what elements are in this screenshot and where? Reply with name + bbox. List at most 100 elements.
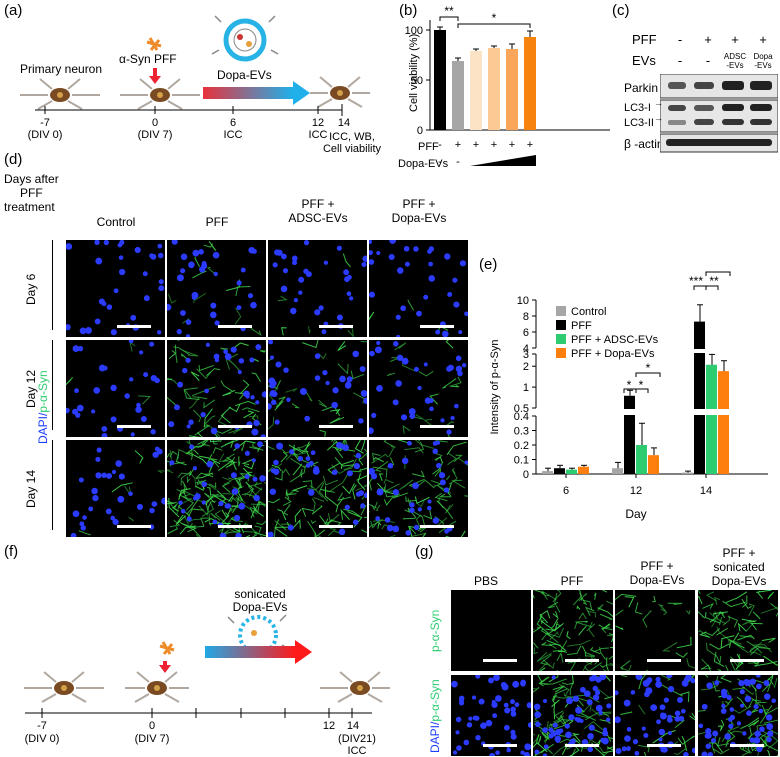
nucleus xyxy=(360,503,366,509)
green-fiber xyxy=(175,453,187,466)
nucleus xyxy=(268,531,274,537)
green-fiber xyxy=(271,464,282,472)
green-fiber xyxy=(352,484,357,500)
green-fiber xyxy=(254,525,262,533)
green-fiber xyxy=(203,408,213,428)
green-fiber xyxy=(548,623,562,634)
nucleus xyxy=(74,388,79,394)
nucleus xyxy=(663,697,669,703)
green-fiber xyxy=(356,475,367,481)
green-fiber xyxy=(763,708,769,715)
nucleus xyxy=(225,503,232,509)
nucleus xyxy=(644,691,650,698)
pff-row-label: PFF xyxy=(632,32,657,47)
nucleus xyxy=(551,675,556,680)
green-fiber xyxy=(183,389,200,401)
nucleus xyxy=(438,472,446,479)
nucleus xyxy=(110,416,117,423)
green-fiber xyxy=(192,396,208,400)
scale-bar xyxy=(483,744,517,747)
nucleus xyxy=(587,746,594,753)
nucleus xyxy=(117,242,123,248)
green-fiber xyxy=(190,371,200,381)
nucleus xyxy=(253,494,260,502)
green-fiber xyxy=(207,486,212,498)
green-fiber xyxy=(187,508,204,518)
green-fiber xyxy=(638,704,646,715)
nucleus xyxy=(93,387,101,394)
green-fiber xyxy=(773,677,778,689)
green-fiber xyxy=(748,603,755,616)
nucleus xyxy=(252,476,258,482)
green-fiber xyxy=(251,534,258,537)
panel-label-g: (g) xyxy=(415,543,434,560)
scale-bar xyxy=(483,659,517,662)
green-fiber xyxy=(423,510,433,520)
nucleus xyxy=(767,730,774,737)
nucleus xyxy=(763,693,771,700)
green-fiber xyxy=(416,500,425,508)
green-fiber xyxy=(178,480,188,497)
nucleus xyxy=(346,470,353,477)
nucleus xyxy=(111,469,117,475)
nucleus xyxy=(272,262,278,268)
green-fiber xyxy=(268,463,283,473)
y-axis-label: Intensity of p-α-Syn xyxy=(489,339,501,434)
green-fiber xyxy=(414,440,434,449)
nucleus xyxy=(344,276,350,283)
legend-label: Control xyxy=(571,306,606,318)
green-fiber xyxy=(645,669,649,671)
green-fiber xyxy=(620,660,631,671)
nucleus xyxy=(158,279,164,285)
nucleus xyxy=(105,508,112,515)
nucleus xyxy=(167,303,172,311)
green-fiber xyxy=(770,603,778,617)
sig-marker: *** xyxy=(689,274,703,288)
green-fiber xyxy=(718,617,723,626)
y-tick-label: 4 xyxy=(523,343,529,355)
nucleus xyxy=(658,737,663,742)
green-fiber xyxy=(605,662,613,666)
nucleus xyxy=(198,249,204,255)
nucleus xyxy=(353,519,359,525)
nucleus xyxy=(685,675,692,681)
micrograph-image xyxy=(167,240,262,337)
green-fiber xyxy=(700,658,712,670)
nucleus xyxy=(514,702,520,708)
green-fiber xyxy=(449,470,458,485)
nucleus xyxy=(238,502,246,510)
green-fiber xyxy=(383,495,395,506)
nucleus xyxy=(451,680,458,688)
nucleus xyxy=(293,297,299,303)
nucleus xyxy=(96,447,102,453)
nucleus xyxy=(72,345,80,353)
green-fiber xyxy=(309,485,323,498)
nucleus xyxy=(136,503,144,510)
nucleus xyxy=(753,703,759,710)
nucleus xyxy=(746,710,752,716)
nucleus xyxy=(660,712,665,717)
nucleus xyxy=(269,488,277,495)
green-fiber xyxy=(698,731,706,735)
green-fiber xyxy=(638,744,650,753)
y-tick-label: 0.5 xyxy=(514,403,529,415)
nucleus xyxy=(353,462,360,470)
nucleus xyxy=(157,252,164,259)
column-header: sonicated xyxy=(713,560,765,574)
column-header: PFF + xyxy=(301,197,335,211)
green-fiber xyxy=(186,476,191,484)
green-fiber xyxy=(560,640,568,652)
nucleus xyxy=(240,267,246,273)
green-fiber xyxy=(176,483,186,495)
blot-row-label: LC3-I xyxy=(624,102,651,114)
green-fiber xyxy=(383,440,396,448)
green-fiber xyxy=(234,392,245,400)
nucleus xyxy=(70,532,77,537)
nucleus xyxy=(495,695,502,702)
green-fiber xyxy=(194,257,201,268)
nucleus xyxy=(248,246,255,254)
nucleus xyxy=(407,440,412,446)
green-fiber xyxy=(542,659,555,669)
nucleus xyxy=(352,350,359,358)
